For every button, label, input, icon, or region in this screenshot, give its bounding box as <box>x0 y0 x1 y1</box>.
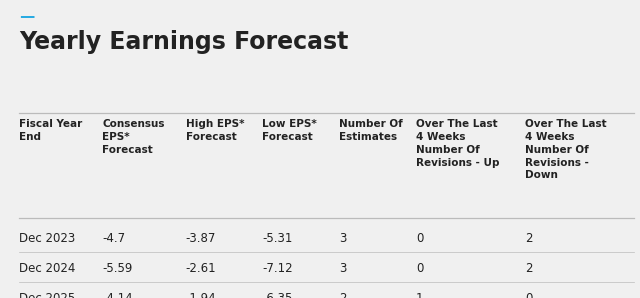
Text: Dec 2023: Dec 2023 <box>19 232 76 245</box>
Text: Consensus
EPS*
Forecast: Consensus EPS* Forecast <box>102 119 165 155</box>
Text: -3.87: -3.87 <box>186 232 216 245</box>
Text: 2: 2 <box>525 232 532 245</box>
Text: -5.31: -5.31 <box>262 232 292 245</box>
Text: 3: 3 <box>339 232 347 245</box>
Text: —: — <box>19 9 35 24</box>
Text: -7.12: -7.12 <box>262 262 293 275</box>
Text: -5.59: -5.59 <box>102 262 132 275</box>
Text: -4.14: -4.14 <box>102 291 133 298</box>
Text: 0: 0 <box>525 291 532 298</box>
Text: Dec 2024: Dec 2024 <box>19 262 76 275</box>
Text: Dec 2025: Dec 2025 <box>19 291 76 298</box>
Text: Over The Last
4 Weeks
Number Of
Revisions - Up: Over The Last 4 Weeks Number Of Revision… <box>416 119 499 167</box>
Text: 2: 2 <box>525 262 532 275</box>
Text: -2.61: -2.61 <box>186 262 216 275</box>
Text: Over The Last
4 Weeks
Number Of
Revisions -
Down: Over The Last 4 Weeks Number Of Revision… <box>525 119 607 180</box>
Text: Low EPS*
Forecast: Low EPS* Forecast <box>262 119 317 142</box>
Text: -4.7: -4.7 <box>102 232 125 245</box>
Text: -6.35: -6.35 <box>262 291 292 298</box>
Text: 1: 1 <box>416 291 424 298</box>
Text: 2: 2 <box>339 291 347 298</box>
Text: Number Of
Estimates: Number Of Estimates <box>339 119 403 142</box>
Text: 0: 0 <box>416 232 424 245</box>
Text: Yearly Earnings Forecast: Yearly Earnings Forecast <box>19 30 349 54</box>
Text: -1.94: -1.94 <box>186 291 216 298</box>
Text: Fiscal Year
End: Fiscal Year End <box>19 119 83 142</box>
Text: 3: 3 <box>339 262 347 275</box>
Text: 0: 0 <box>416 262 424 275</box>
Text: High EPS*
Forecast: High EPS* Forecast <box>186 119 244 142</box>
